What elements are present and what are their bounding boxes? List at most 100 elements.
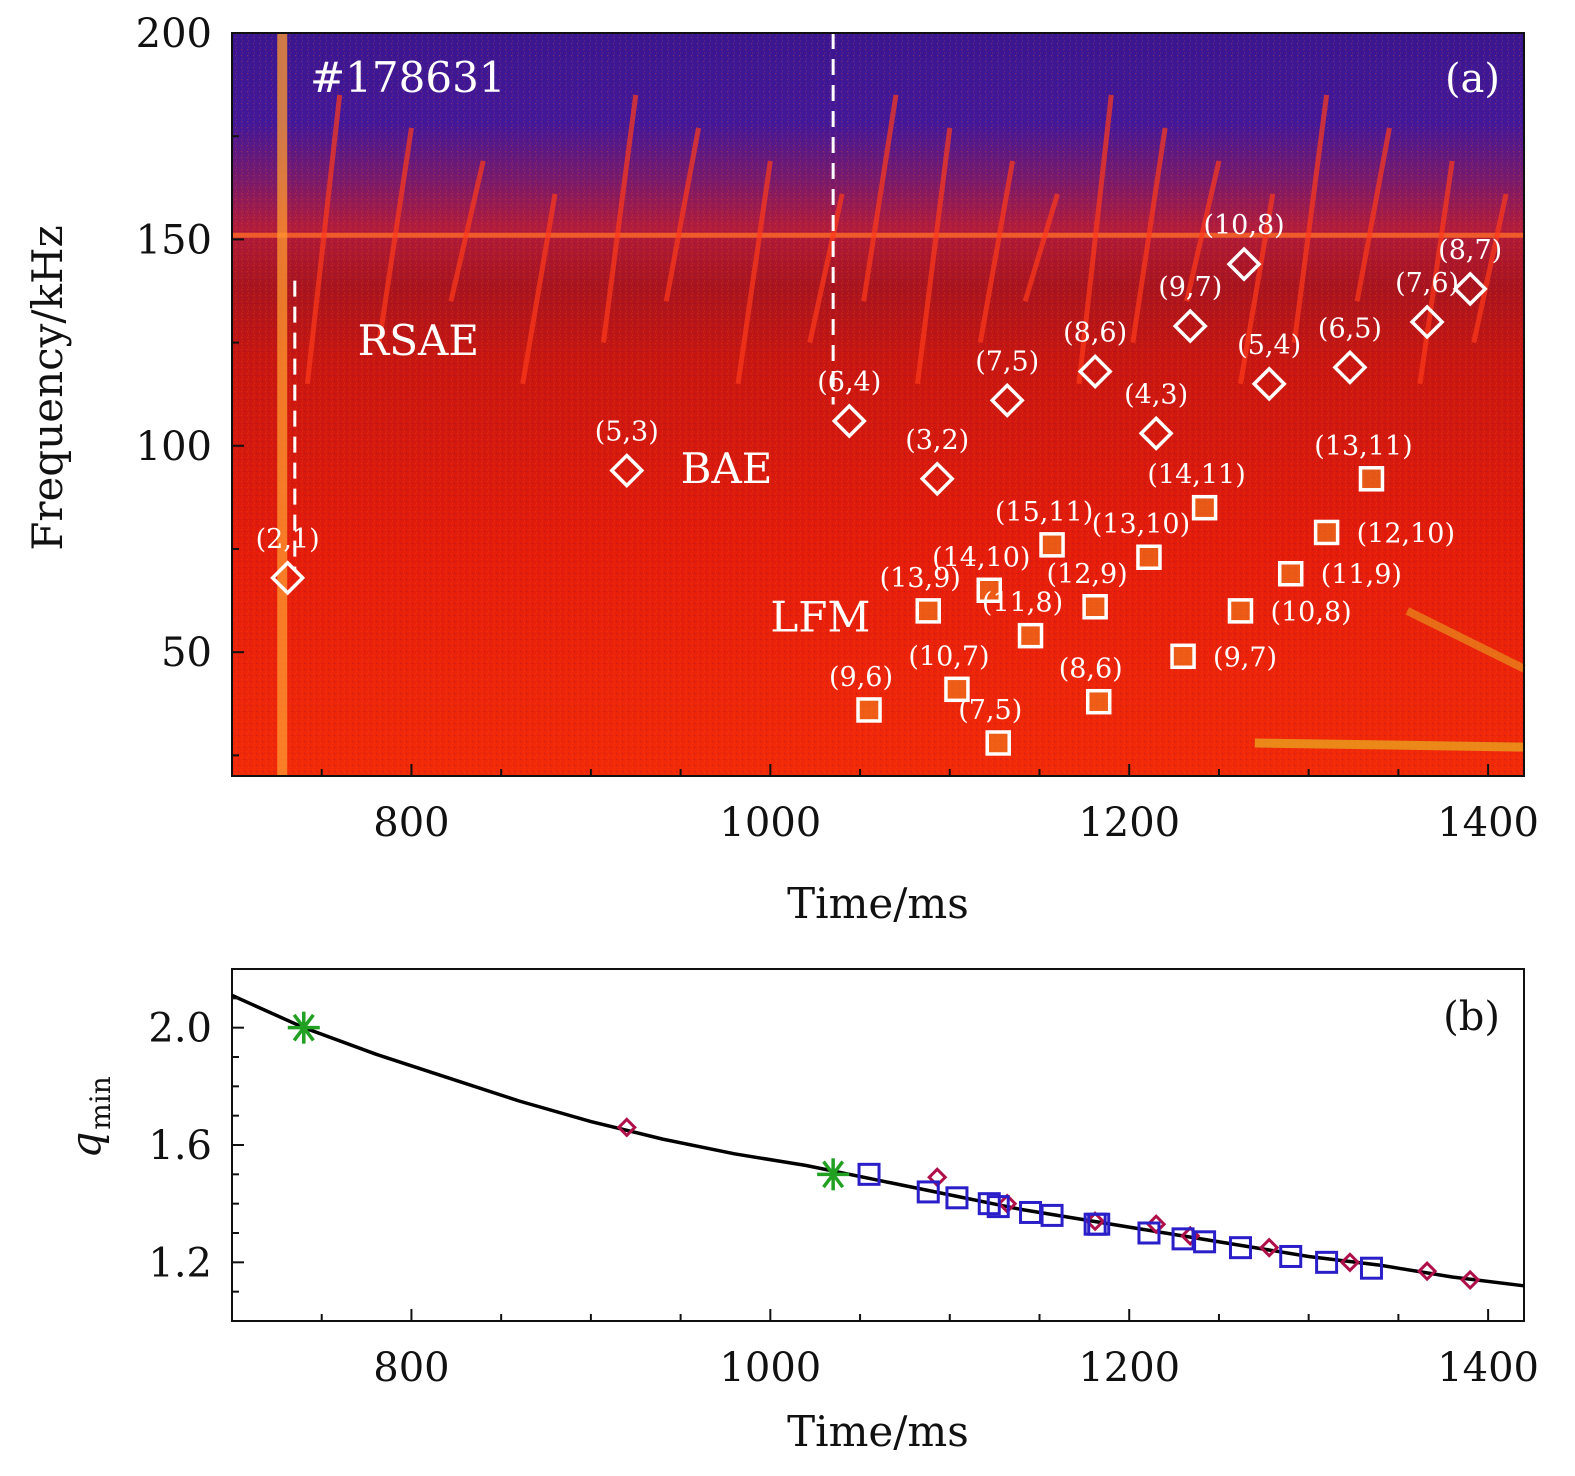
diamond-mode-label: (8,6) [1063, 317, 1127, 348]
square-mode-label: (14,11) [1147, 460, 1245, 491]
qmin-square-point [945, 1186, 969, 1210]
square-mode-label: (11,8) [982, 588, 1063, 619]
chirp-streak [1354, 127, 1392, 302]
qmin-square-point [916, 1180, 940, 1204]
chirp-streak [807, 193, 845, 344]
qmin-squares [857, 1162, 1383, 1280]
x-tick-label: 1200 [1078, 1345, 1180, 1391]
square-marker [1358, 466, 1385, 492]
diamond-marker [1077, 354, 1113, 389]
qmin-square-point [1019, 1200, 1043, 1224]
qmin-square-point [1193, 1230, 1217, 1254]
region-label-lfm: LFM [770, 593, 870, 642]
diamond-marker [1409, 304, 1445, 340]
square-mode-label: (9,7) [1213, 642, 1277, 673]
diamond-marker [919, 461, 955, 497]
square-mode-label: (13,11) [1314, 431, 1412, 462]
diamond-mode-label: (7,5) [975, 346, 1039, 377]
square-mode-label: (12,10) [1357, 518, 1455, 549]
y-tick-label: 1.2 [148, 1240, 212, 1286]
mode-streaks [232, 33, 1526, 776]
square-mode-label: (10,8) [1270, 597, 1351, 628]
chirp-streak [1471, 193, 1509, 344]
chirp-streak [304, 94, 343, 385]
chirp-streak [914, 127, 953, 385]
square-marker [944, 676, 970, 703]
square-marker [915, 598, 941, 624]
square-marker [1191, 494, 1218, 521]
qmin-square-point [1315, 1250, 1339, 1274]
square-marker [1277, 560, 1304, 587]
square-marker [1039, 532, 1065, 558]
chirp-streak [600, 94, 639, 343]
diamond-marker [831, 403, 867, 439]
square-mode-label: (14,10) [932, 542, 1030, 573]
region-label-bae: BAE [681, 444, 773, 493]
square-mode-label: (13,9) [880, 563, 961, 594]
chirp-streak [977, 160, 1016, 344]
y-tick-label: 50 [161, 630, 212, 676]
region-labels: RSAE BAE LFM [358, 316, 871, 642]
spectrogram-frame [231, 32, 1525, 777]
low-freq-feature [1254, 738, 1525, 752]
y-tick-label: 150 [136, 217, 212, 263]
square-mode-label: (7,5) [958, 695, 1022, 726]
qmin-diamond-point [616, 1117, 637, 1138]
square-marker [1082, 594, 1108, 620]
spectrogram-noise [232, 33, 1524, 776]
diamond-mode-label: (3,2) [905, 425, 969, 456]
x-tick-label: 1400 [1437, 800, 1539, 846]
spectrogram-panel: (2,1) (5,3) (6,4) (3,2) (7,5) (8,6) (4,3) (9,7)… [23, 11, 1539, 928]
panel-a-ylabel: Frequency/kHz [23, 225, 72, 551]
square-mode-label: (9,6) [829, 662, 893, 693]
qmin-diamond-point [1259, 1237, 1280, 1258]
y-tick-label: 2.0 [148, 1006, 212, 1052]
qmin-square-point [1087, 1212, 1111, 1236]
panel-a-axes: 800 1000 1200 1400 50 100 150 200 [136, 11, 1539, 846]
x-tick-label: 1200 [1078, 800, 1180, 846]
diamond-mode-label: (2,1) [256, 524, 320, 555]
square-mode-label: (15,11) [995, 497, 1093, 528]
y-tick-label: 1.6 [148, 1123, 212, 1169]
panel-a-xlabel: Time/ms [787, 879, 969, 928]
x-tick-label: 1000 [719, 800, 821, 846]
qmin-panel: (b) 800 1000 1200 1400 1.2 1.6 2.0 Time/ms q m… [61, 968, 1539, 1456]
diamond-mode-label: (6,4) [817, 367, 881, 398]
square-marker [1136, 544, 1162, 570]
qmin-square-point [1359, 1256, 1383, 1280]
qmin-square-point [857, 1162, 881, 1186]
qmin-square-point [1171, 1227, 1195, 1251]
diamond-mode-label: (4,3) [1124, 379, 1188, 410]
panel-a-tag: (a) [1445, 56, 1500, 102]
chirp-streak [520, 193, 558, 385]
panel-b-ylabel-sub: min [84, 1076, 117, 1130]
panel-b-tag: (b) [1443, 994, 1500, 1040]
square-marker [1313, 519, 1340, 546]
panel-b-ylabel: q min [61, 1076, 117, 1158]
region-label-rsae: RSAE [358, 316, 479, 365]
diamond-mode-label: (8,7) [1438, 235, 1502, 266]
qmin-diamond-point [1339, 1252, 1361, 1273]
diamond-mode-label: (9,7) [1158, 272, 1222, 303]
chirp-streak [663, 127, 702, 302]
qmin-plot-area [231, 968, 1525, 1322]
qmin-star-point [287, 1011, 320, 1044]
square-mode-label: (10,7) [908, 641, 989, 672]
diamond-marker [1452, 271, 1488, 307]
qmin-square-point [1279, 1244, 1303, 1268]
low-freq-feature [1405, 607, 1526, 673]
diamond-marker [1332, 349, 1368, 385]
diamond-mode-label: (6,5) [1318, 313, 1382, 344]
chirp-streak [735, 160, 773, 385]
qmin-diamond-point [1416, 1261, 1438, 1282]
diamond-mode-label: (5,4) [1237, 330, 1301, 361]
diamond-marker [989, 382, 1025, 418]
chirp-streak [1417, 160, 1455, 385]
chirp-streak [1076, 94, 1114, 385]
y-tick-label: 200 [136, 11, 212, 57]
qmin-square-point [986, 1195, 1010, 1219]
qmin-diamond-point [1460, 1269, 1481, 1291]
panel-b-axes: 800 1000 1200 1400 1.2 1.6 2.0 [148, 968, 1539, 1391]
diamond-marker [609, 453, 645, 489]
